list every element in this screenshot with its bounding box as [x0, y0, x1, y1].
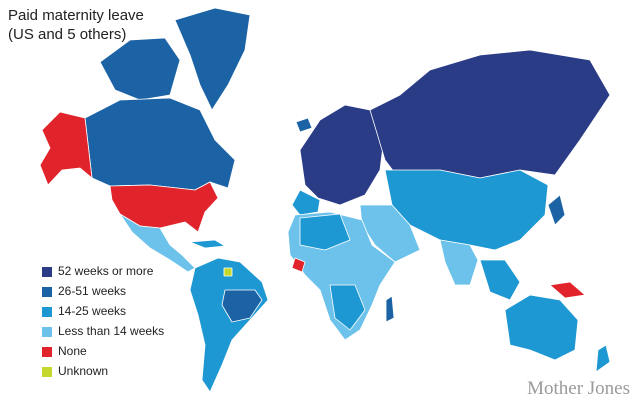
legend-label: 52 weeks or more [58, 264, 154, 278]
legend: 52 weeks or more 26-51 weeks 14-25 weeks Le… [42, 264, 164, 378]
country-region [329, 284, 366, 331]
country-region [504, 294, 579, 361]
country-region [291, 257, 306, 273]
brand: Mother Jones [527, 378, 630, 399]
legend-label: Unknown [58, 364, 108, 378]
legend-label: Less than 14 weeks [58, 324, 164, 338]
world-map [39, 7, 611, 393]
legend-swatch [42, 347, 52, 357]
subtitle: (US and 5 others) [8, 26, 126, 43]
country-region [174, 7, 251, 111]
country-region [549, 281, 586, 299]
legend-swatch [42, 267, 52, 277]
legend-swatch [42, 327, 52, 337]
country-region [189, 239, 226, 249]
legend-swatch [42, 367, 52, 377]
country-region [299, 104, 386, 206]
legend-label: 14-25 weeks [58, 304, 126, 318]
country-region [547, 194, 566, 226]
title: Paid maternity leave [8, 7, 144, 24]
country-region [221, 289, 263, 323]
country-region [223, 267, 233, 277]
legend-swatch [42, 307, 52, 317]
legend-label: None [58, 344, 87, 358]
legend-swatch [42, 287, 52, 297]
country-region [99, 37, 181, 101]
country-region [39, 111, 93, 186]
country-region [299, 213, 351, 251]
country-region [385, 295, 395, 323]
country-region [295, 117, 313, 133]
legend-label: 26-51 weeks [58, 284, 126, 298]
country-region [439, 239, 479, 286]
country-region [595, 344, 611, 373]
country-region [479, 259, 521, 301]
